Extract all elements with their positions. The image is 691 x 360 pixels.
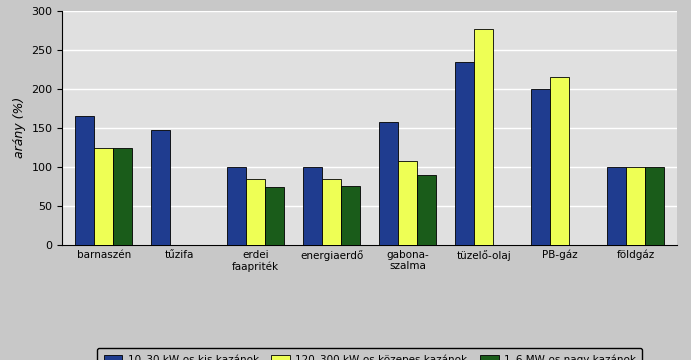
Bar	[626, 167, 645, 245]
Legend: 10–30 kW-os kis kazánok, 120–300 kW-os közepes kazánok, 1–6 MW-os nagy kazánok: 10–30 kW-os kis kazánok, 120–300 kW-os k…	[97, 348, 642, 360]
Bar	[645, 167, 664, 245]
Bar	[303, 167, 322, 245]
Bar	[75, 116, 95, 245]
Bar	[607, 167, 626, 245]
Bar	[417, 175, 436, 245]
Bar	[151, 130, 171, 245]
Bar	[95, 148, 113, 245]
Bar	[227, 167, 246, 245]
Bar	[474, 29, 493, 245]
Y-axis label: arány (%): arány (%)	[13, 97, 26, 158]
Bar	[113, 148, 133, 245]
Bar	[550, 77, 569, 245]
Bar	[398, 161, 417, 245]
Bar	[455, 62, 474, 245]
Bar	[341, 186, 360, 245]
Bar	[379, 122, 398, 245]
Bar	[265, 187, 284, 245]
Bar	[322, 179, 341, 245]
Bar	[246, 179, 265, 245]
Bar	[531, 89, 550, 245]
